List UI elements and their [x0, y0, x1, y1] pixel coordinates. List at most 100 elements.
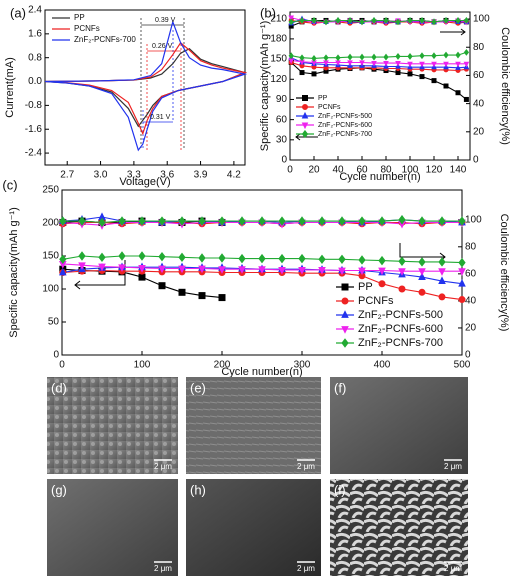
- sem-image: (d) 2 μm: [47, 377, 178, 474]
- image-label: (g): [51, 482, 67, 497]
- marker: [358, 267, 366, 276]
- marker: [98, 263, 106, 272]
- marker: [418, 268, 426, 276]
- marker: [431, 52, 437, 60]
- y-tick-label: 90: [276, 94, 288, 105]
- x-tick-label: 500: [454, 360, 471, 371]
- y-tick-label: 1.6: [28, 28, 42, 39]
- marker: [218, 216, 226, 226]
- y2-tick-label: 80: [465, 241, 477, 252]
- y2-tick-label: 40: [465, 296, 477, 307]
- y-tick-label: -2.4: [25, 148, 43, 159]
- scale-label: 2 μm: [444, 462, 462, 471]
- marker: [383, 17, 389, 24]
- marker: [338, 267, 346, 276]
- marker: [398, 256, 406, 267]
- marker: [138, 273, 146, 281]
- marker: [418, 257, 426, 267]
- marker: [301, 111, 309, 119]
- y2-tick-label: 100: [465, 214, 482, 225]
- marker: [341, 338, 349, 348]
- marker: [358, 216, 366, 226]
- marker: [258, 216, 266, 226]
- marker: [178, 252, 186, 263]
- sem-photo: [186, 479, 321, 576]
- marker: [398, 215, 406, 225]
- x-tick-label: 0: [287, 165, 293, 176]
- marker: [341, 310, 349, 318]
- marker: [98, 252, 106, 263]
- x-tick-label: 100: [134, 360, 151, 371]
- x-tick-label: 0: [59, 360, 65, 371]
- marker: [59, 254, 67, 265]
- marker: [238, 216, 246, 226]
- marker: [301, 122, 309, 130]
- marker: [178, 216, 186, 226]
- marker: [59, 216, 67, 226]
- x-tick-label: 120: [426, 165, 443, 176]
- marker: [443, 61, 449, 68]
- y-tick-label: 180: [270, 34, 287, 45]
- legend-label: ZnF₂-PCNFs-700: [74, 35, 136, 44]
- marker: [443, 83, 449, 89]
- plot-frame: [289, 11, 471, 161]
- y-tick-label: 2.4: [28, 5, 42, 16]
- marker: [443, 51, 449, 59]
- sem-photo: [47, 377, 178, 474]
- marker: [463, 48, 470, 56]
- y-tick-label: 0.8: [28, 52, 42, 63]
- x-tick-label: 60: [356, 165, 368, 176]
- image-label: (d): [51, 380, 67, 395]
- marker: [299, 54, 305, 62]
- image-label: (f): [334, 380, 346, 395]
- y-tick-label: -0.8: [25, 100, 43, 111]
- marker: [298, 253, 306, 264]
- marker: [419, 17, 425, 24]
- y2-axis-label: Coulombic efficiency(%): [498, 214, 510, 332]
- sem-image: (f) 2 μm: [330, 377, 468, 474]
- chart-1: 0 20 40 60 80 100 120 140 0 30 60 90 120 150 180 210 0 20…: [259, 5, 511, 182]
- marker: [158, 216, 166, 226]
- image-label: (e): [190, 380, 206, 395]
- x-tick-label: 40: [332, 165, 344, 176]
- panel-label: (a): [10, 5, 26, 20]
- marker: [419, 74, 425, 80]
- marker: [378, 255, 386, 266]
- legend-label: PP: [358, 281, 373, 293]
- marker: [378, 267, 386, 276]
- y2-tick-label: 80: [473, 42, 485, 53]
- marker: [299, 70, 305, 76]
- sem-image: (i) 2 μm: [330, 479, 468, 576]
- x-tick-label: 3.0: [94, 170, 108, 181]
- marker: [418, 288, 426, 296]
- marker: [118, 216, 126, 226]
- y-axis-label: Current(mA): [4, 57, 16, 118]
- x-tick-label: 200: [214, 360, 231, 371]
- marker: [138, 251, 146, 261]
- marker: [323, 54, 329, 62]
- plot-frame: [44, 9, 246, 166]
- marker: [288, 52, 294, 60]
- legend-label: PCNFs: [358, 295, 394, 307]
- marker: [278, 253, 286, 264]
- x-tick-label: 3.6: [160, 170, 174, 181]
- series-line: [290, 62, 467, 100]
- marker: [407, 52, 413, 60]
- marker: [359, 53, 365, 61]
- y-tick-label: 200: [42, 218, 59, 229]
- marker: [158, 282, 166, 290]
- marker: [218, 294, 226, 302]
- y-axis-label: Specific capacity(mAh g⁻¹): [8, 207, 20, 338]
- marker: [158, 265, 166, 274]
- marker: [311, 17, 317, 24]
- marker: [371, 61, 377, 67]
- sem-image: (h) 2 μm: [186, 479, 321, 576]
- marker: [198, 253, 206, 263]
- marker: [318, 266, 326, 275]
- legend-label: ZnF₂-PCNFs-700: [358, 337, 443, 349]
- marker: [218, 253, 226, 263]
- marker: [371, 53, 377, 61]
- y-tick-label: 50: [48, 317, 60, 328]
- arrows: [74, 28, 466, 290]
- y-tick-label: 210: [270, 13, 287, 24]
